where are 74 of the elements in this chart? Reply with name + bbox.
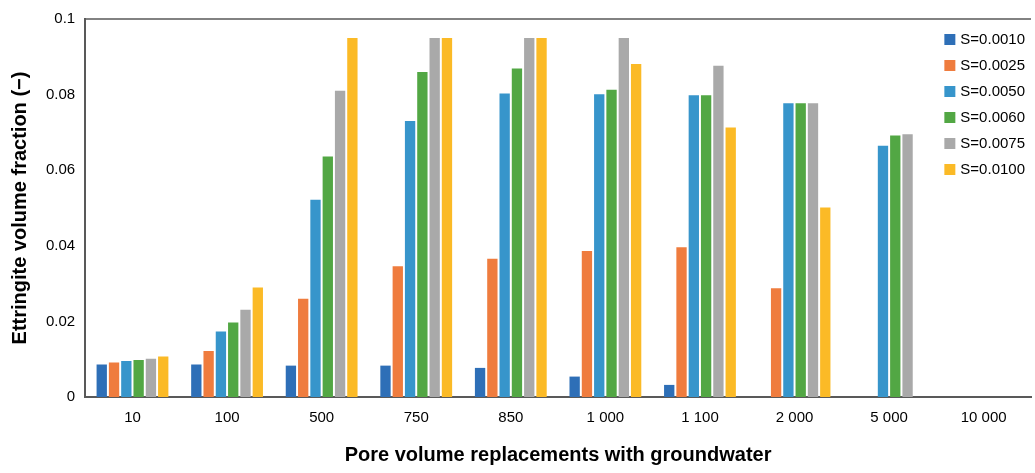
bar: [252, 287, 263, 397]
bar: [594, 94, 605, 397]
bar: [713, 65, 724, 397]
bar: [380, 365, 391, 397]
y-tick-label: 0.08: [45, 84, 76, 102]
bar: [228, 322, 239, 397]
x-tick-label: 750: [403, 408, 429, 426]
bar: [133, 359, 144, 397]
x-axis-title: Pore volume replacements with groundwater: [344, 442, 772, 465]
bar: [664, 384, 675, 397]
bar: [877, 145, 889, 397]
bar: [499, 93, 510, 397]
bar: [890, 135, 901, 397]
bar: [429, 37, 440, 397]
bar: [441, 37, 453, 397]
bar: [145, 358, 157, 397]
bar: [417, 71, 428, 397]
bar: [298, 298, 309, 397]
bar: [700, 95, 712, 397]
bar: [676, 247, 687, 397]
bar: [618, 37, 629, 397]
bar: [215, 331, 227, 397]
bar: [487, 258, 498, 397]
x-tick-label: 2 000: [775, 408, 814, 426]
bar: [347, 37, 358, 397]
x-tick-label: 10 000: [960, 408, 1007, 426]
x-tick-label: 5 000: [870, 408, 908, 426]
y-tick-label: 0.1: [54, 9, 76, 27]
bar: [725, 127, 736, 397]
bar: [820, 207, 831, 397]
bar: [334, 90, 346, 397]
bar: [511, 68, 523, 397]
bar: [203, 350, 214, 397]
bar: [569, 376, 580, 397]
bar: [392, 266, 403, 397]
bar: [902, 134, 913, 397]
bar: [96, 364, 107, 397]
bar: [404, 121, 416, 397]
legend-label: S=0.0100: [960, 160, 1026, 178]
bar: [108, 362, 120, 397]
x-tick-label: 1 000: [586, 408, 625, 426]
legend-label: S=0.0050: [960, 82, 1026, 100]
bar: [581, 251, 593, 397]
bar: [191, 364, 202, 397]
y-tick-label: 0.06: [45, 160, 76, 178]
bar: [121, 361, 132, 397]
legend-label: S=0.0010: [960, 30, 1026, 48]
bar: [524, 37, 535, 397]
x-tick-label: 850: [498, 408, 524, 426]
legend-label: S=0.0075: [960, 134, 1026, 152]
y-tick-label: 0: [66, 387, 76, 405]
bar: [770, 288, 782, 397]
bar: [688, 95, 699, 397]
bar: [783, 103, 794, 397]
bar: [536, 37, 547, 397]
bar: [795, 103, 806, 397]
x-tick-label: 10: [124, 408, 141, 426]
bar: [285, 365, 297, 397]
bar: [474, 367, 486, 397]
bar: [606, 89, 617, 397]
y-axis-title: Ettringite volume fraction (−): [7, 71, 30, 345]
bar: [807, 103, 819, 397]
x-tick-label: 100: [214, 408, 240, 426]
x-tick-label: 500: [309, 408, 335, 426]
bar: [310, 199, 321, 397]
x-tick-label: 1 100: [681, 408, 719, 426]
y-tick-label: 0.04: [45, 235, 76, 253]
bar: [158, 356, 169, 397]
legend-label: S=0.0025: [960, 56, 1026, 74]
bar: [322, 156, 333, 397]
legend-label: S=0.0060: [960, 108, 1026, 126]
y-tick-label: 0.02: [45, 311, 76, 329]
bar: [240, 309, 251, 397]
bar: [630, 63, 642, 397]
